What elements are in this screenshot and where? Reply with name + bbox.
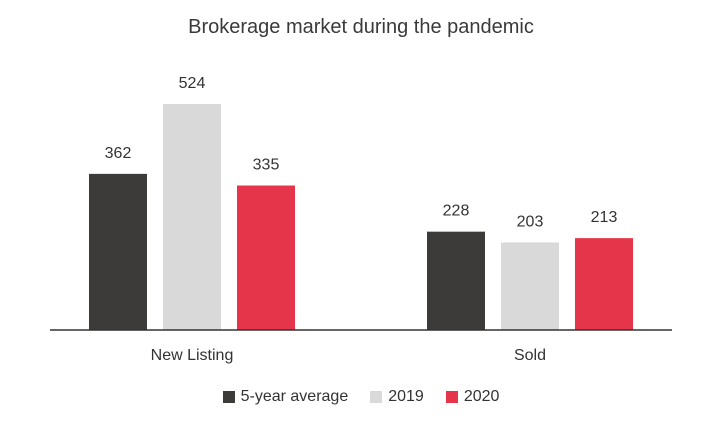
data-label: 362	[105, 145, 132, 162]
bar-sold-2020	[575, 238, 633, 330]
data-label: 213	[591, 209, 618, 226]
legend-label: 2019	[388, 388, 424, 405]
legend-item: 2019	[370, 388, 424, 406]
legend-swatch	[222, 391, 235, 403]
legend-item: 2020	[445, 388, 500, 406]
x-tick-label: New Listing	[151, 347, 234, 364]
legend: 5-year average 2019 2020	[0, 388, 722, 406]
data-label: 524	[179, 75, 206, 92]
legend-swatch	[445, 391, 458, 403]
x-tick-label: Sold	[514, 347, 546, 364]
legend-label: 5-year average	[240, 388, 349, 405]
legend-item: 5-year average	[222, 388, 349, 406]
chart-title: Brokerage market during the pandemic	[188, 16, 534, 38]
data-label: 335	[253, 157, 280, 174]
bar-sold-2019	[501, 242, 559, 330]
legend-swatch	[370, 391, 383, 403]
data-label: 228	[443, 203, 470, 220]
bar-sold-5-year-average	[427, 231, 485, 330]
bar-new-listing-2020	[237, 185, 295, 330]
legend-label: 2020	[463, 388, 500, 405]
bar-new-listing-2019	[163, 104, 221, 330]
bar-new-listing-5-year-average	[89, 173, 147, 330]
data-label: 203	[517, 213, 544, 230]
